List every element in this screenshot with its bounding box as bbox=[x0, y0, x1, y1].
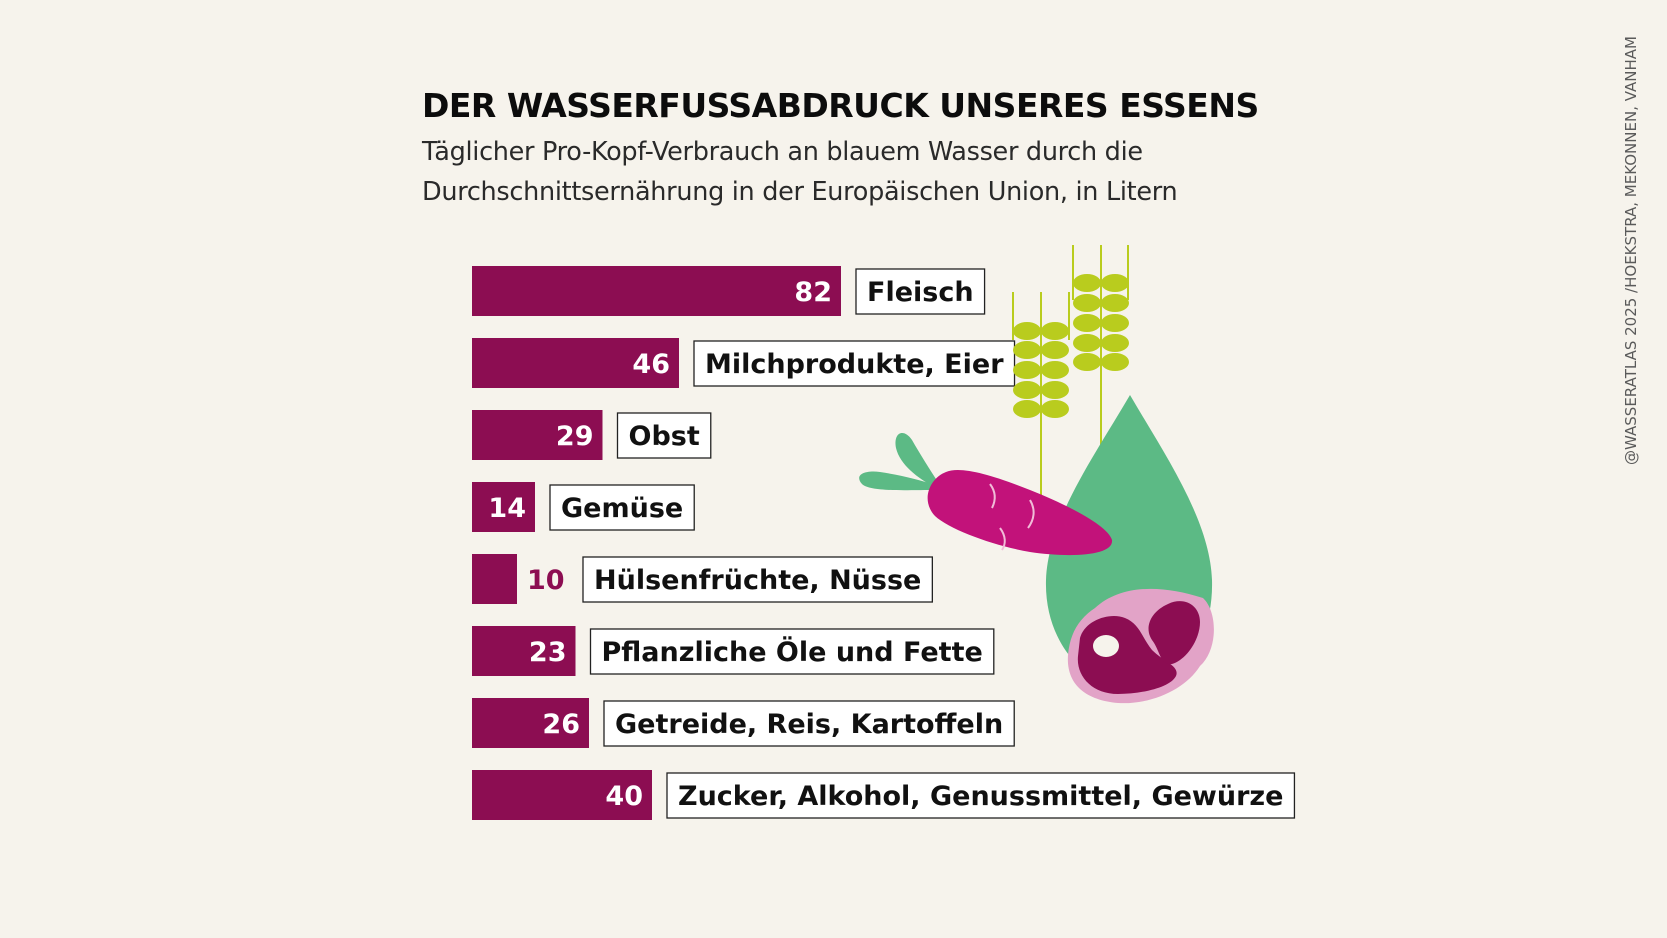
bar-row: 40 bbox=[472, 770, 652, 820]
bar bbox=[472, 698, 589, 748]
bar-value-label: 46 bbox=[632, 349, 670, 380]
category-label-box bbox=[855, 268, 986, 315]
bar-row: 10 bbox=[472, 554, 565, 604]
category-label-box bbox=[603, 700, 1015, 747]
bar bbox=[472, 338, 679, 388]
category-label: Pflanzliche Öle und Fette bbox=[602, 635, 983, 668]
bar-value-label: 40 bbox=[605, 781, 643, 812]
bar bbox=[472, 770, 652, 820]
bar-value-label: 26 bbox=[542, 709, 580, 740]
bar-row: 82 bbox=[472, 266, 841, 316]
category-label: Gemüse bbox=[561, 493, 683, 524]
category-label: Getreide, Reis, Kartoffeln bbox=[615, 709, 1003, 740]
bar-value-label: 14 bbox=[488, 493, 526, 524]
category-label-box bbox=[582, 556, 933, 603]
bar bbox=[472, 554, 517, 604]
bar-value-label: 29 bbox=[556, 421, 594, 452]
bar bbox=[472, 626, 576, 676]
bar-row: 26 bbox=[472, 698, 589, 748]
category-label: Fleisch bbox=[867, 277, 974, 308]
wheat-icon bbox=[1012, 245, 1129, 520]
bar-row: 46 bbox=[472, 338, 679, 388]
bar-row: 23 bbox=[472, 626, 576, 676]
bar bbox=[472, 482, 535, 532]
category-label: Zucker, Alkohol, Genussmittel, Gewürze bbox=[678, 781, 1283, 812]
category-label: Hülsenfrüchte, Nüsse bbox=[594, 565, 921, 596]
bar-value-label: 82 bbox=[794, 277, 832, 308]
category-label-box bbox=[693, 340, 1016, 387]
chart-subtitle: Täglicher Pro-Kopf-Verbrauch an blauem W… bbox=[422, 137, 1178, 207]
bar-row: 14 bbox=[472, 482, 535, 532]
bar-value-label: 10 bbox=[527, 565, 565, 596]
bar-row: 29 bbox=[472, 410, 603, 460]
category-label-box bbox=[616, 412, 712, 459]
bar bbox=[472, 266, 841, 316]
category-label: Milchprodukte, Eier bbox=[705, 349, 1004, 380]
steak-icon bbox=[1067, 588, 1214, 704]
carrot-icon bbox=[859, 433, 1113, 556]
category-label: Obst bbox=[629, 421, 700, 452]
chart-title: DER WASSERFUSSABDRUCK UNSERES ESSENS bbox=[422, 86, 1259, 125]
category-label-box bbox=[666, 772, 1296, 819]
category-label-box bbox=[549, 484, 695, 531]
bar-value-label: 23 bbox=[529, 637, 567, 668]
category-label-box bbox=[589, 628, 995, 675]
bar bbox=[472, 410, 603, 460]
